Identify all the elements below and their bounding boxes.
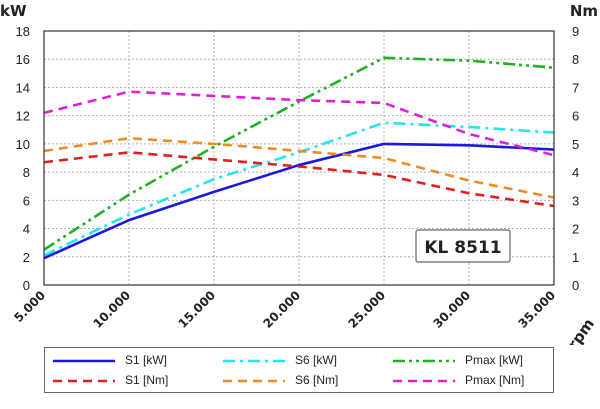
left-axis-title: kW — [0, 2, 27, 20]
legend-swatch — [393, 359, 455, 363]
legend-item-s6-kw: S6 [kW] — [215, 351, 375, 371]
series-line-2 — [43, 56, 555, 251]
legend-row-nm: S1 [Nm] S6 [Nm] Pmax [Nm] — [45, 371, 553, 391]
left-tick-label: 4 — [23, 222, 30, 237]
series-line-4 — [43, 136, 555, 199]
x-axis-ticks: 5.000 10.000 15.000 20.000 25.000 30.000 35.00… — [11, 288, 558, 331]
right-tick-label: 8 — [572, 52, 579, 67]
x-tick-label: 20.000 — [260, 288, 303, 331]
legend-item-s6-nm: S6 [Nm] — [215, 371, 375, 391]
legend-label: S1 [kW] — [125, 353, 168, 367]
legend-swatch — [223, 359, 285, 363]
right-tick-label: 7 — [572, 80, 579, 95]
left-tick-label: 0 — [23, 278, 30, 293]
legend-label: S6 [Nm] — [295, 373, 339, 387]
legend-swatch — [393, 379, 455, 383]
legend-label: S6 [kW] — [295, 353, 338, 367]
left-tick-label: 2 — [23, 250, 30, 265]
x-tick-label: 35.000 — [515, 288, 558, 331]
right-tick-label: 9 — [572, 24, 579, 39]
plot-frame — [43, 30, 555, 286]
series-line-0 — [43, 142, 555, 260]
x-tick-label: 25.000 — [345, 288, 388, 331]
legend-item-s1-kw: S1 [kW] — [45, 351, 205, 371]
series-line-5 — [43, 90, 555, 157]
left-tick-label: 6 — [23, 193, 30, 208]
x-tick-label: 15.000 — [175, 288, 218, 331]
x-tick-label: 5.000 — [11, 288, 48, 325]
right-axis-title: Nm — [570, 2, 598, 20]
legend-swatch — [53, 359, 115, 363]
legend-item-s1-nm: S1 [Nm] — [45, 371, 205, 391]
legend-swatch — [223, 379, 285, 383]
left-axis-ticks: 0 2 4 6 8 10 12 14 16 18 — [16, 24, 30, 293]
model-label: KL 8511 — [424, 238, 501, 258]
right-tick-label: 2 — [572, 222, 579, 237]
series-layer — [43, 56, 555, 260]
legend-swatch — [53, 379, 115, 383]
legend-label: Pmax [kW] — [465, 353, 524, 367]
left-tick-label: 10 — [16, 137, 30, 152]
x-tick-label: 30.000 — [430, 288, 473, 331]
right-tick-label: 3 — [572, 193, 579, 208]
right-tick-label: 5 — [572, 137, 579, 152]
right-tick-label: 1 — [572, 250, 579, 265]
legend-row-kw: S1 [kW] S6 [kW] Pmax [kW] — [45, 351, 553, 371]
left-tick-label: 8 — [23, 165, 30, 180]
legend-label: S1 [Nm] — [125, 373, 169, 387]
right-tick-label: 4 — [572, 165, 579, 180]
series-line-1 — [43, 121, 555, 257]
left-tick-label: 18 — [16, 24, 30, 39]
grid — [44, 31, 554, 285]
legend: S1 [kW] S6 [kW] Pmax [kW] S1 [Nm] S6 [Nm… — [44, 347, 554, 393]
legend-item-pmax-nm: Pmax [Nm] — [385, 371, 545, 391]
x-axis-title: rpm — [564, 315, 598, 345]
x-tick-label: 10.000 — [90, 288, 133, 331]
left-tick-label: 16 — [16, 52, 30, 67]
legend-item-pmax-kw: Pmax [kW] — [385, 351, 545, 371]
left-tick-label: 12 — [16, 109, 30, 124]
right-axis-ticks: 0 1 2 3 4 5 6 7 8 9 — [572, 24, 579, 293]
right-tick-label: 6 — [572, 109, 579, 124]
right-tick-label: 0 — [572, 278, 579, 293]
legend-label: Pmax [Nm] — [465, 373, 525, 387]
left-tick-label: 14 — [16, 80, 30, 95]
series-line-3 — [43, 151, 555, 208]
model-label-box: KL 8511 — [415, 229, 511, 263]
